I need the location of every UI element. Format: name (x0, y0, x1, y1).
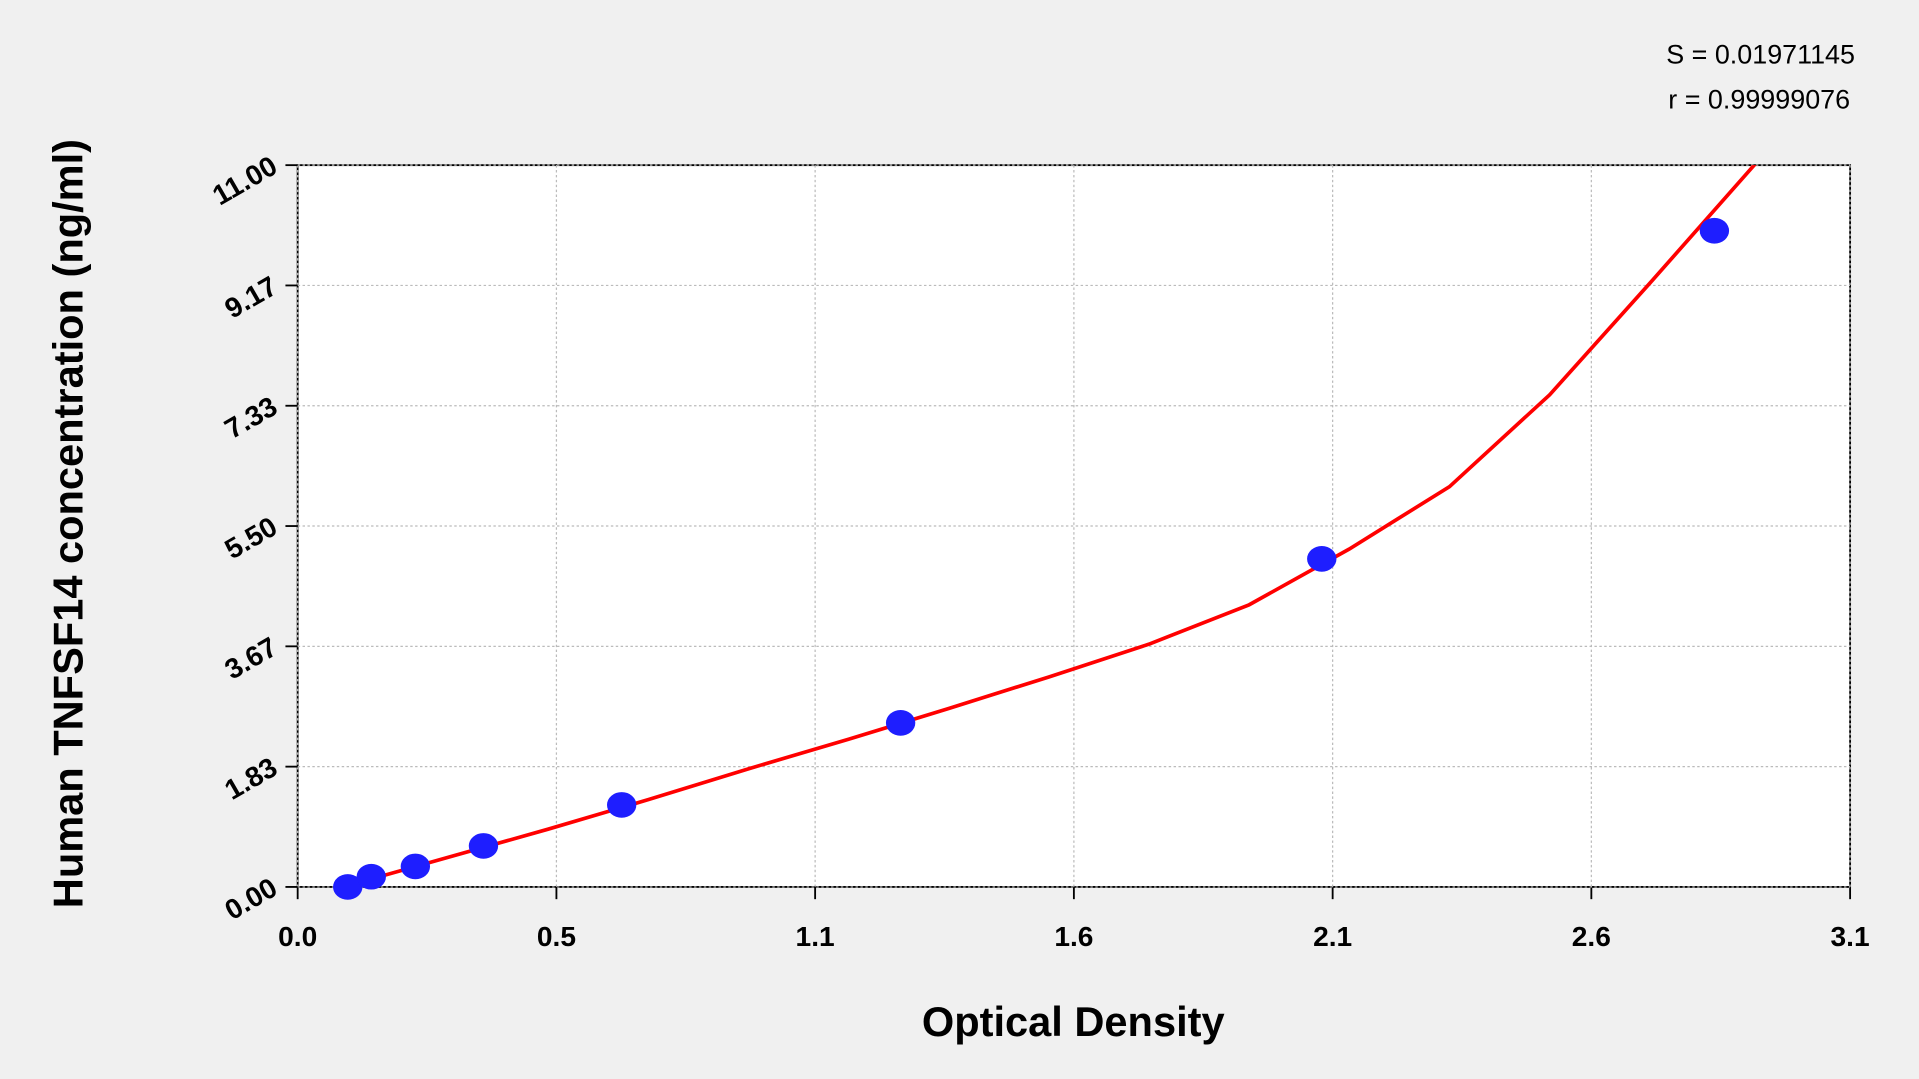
annotation: r = 0.99999076 (1668, 85, 1850, 115)
y-tick-label: 7.33 (219, 391, 282, 445)
x-tick-label: 1.6 (1054, 921, 1093, 952)
x-tick-label: 0.5 (537, 921, 576, 952)
data-point (606, 792, 637, 818)
data-point (1699, 217, 1730, 244)
annotation: S = 0.01971145 (1666, 39, 1855, 69)
x-tick-label: 1.1 (796, 921, 835, 952)
fit-curve (347, 165, 1757, 887)
data-point (356, 863, 386, 890)
data-point (400, 853, 431, 880)
data-point (333, 874, 363, 900)
x-tick-label: 2.1 (1313, 921, 1352, 952)
x-axis-title: Optical Density (922, 998, 1225, 1045)
marks (333, 165, 1757, 900)
data-point (1307, 546, 1337, 572)
y-tick-label: 9.17 (219, 270, 282, 324)
y-axis-title: Human TNFSF14 concentration (ng/ml) (44, 139, 91, 908)
data-point (468, 833, 499, 859)
grid (285, 164, 1852, 900)
x-tick-label: 0.0 (278, 921, 317, 952)
x-tick-label: 2.6 (1572, 921, 1611, 952)
y-tick-label: 11.00 (207, 150, 282, 211)
x-tick-label: 3.1 (1831, 921, 1870, 952)
y-tick-label: 0.00 (219, 872, 282, 926)
data-point (885, 710, 916, 736)
y-tick-label: 5.50 (219, 511, 282, 565)
y-tick-label: 3.67 (219, 631, 282, 685)
y-tick-label: 1.83 (219, 751, 282, 805)
